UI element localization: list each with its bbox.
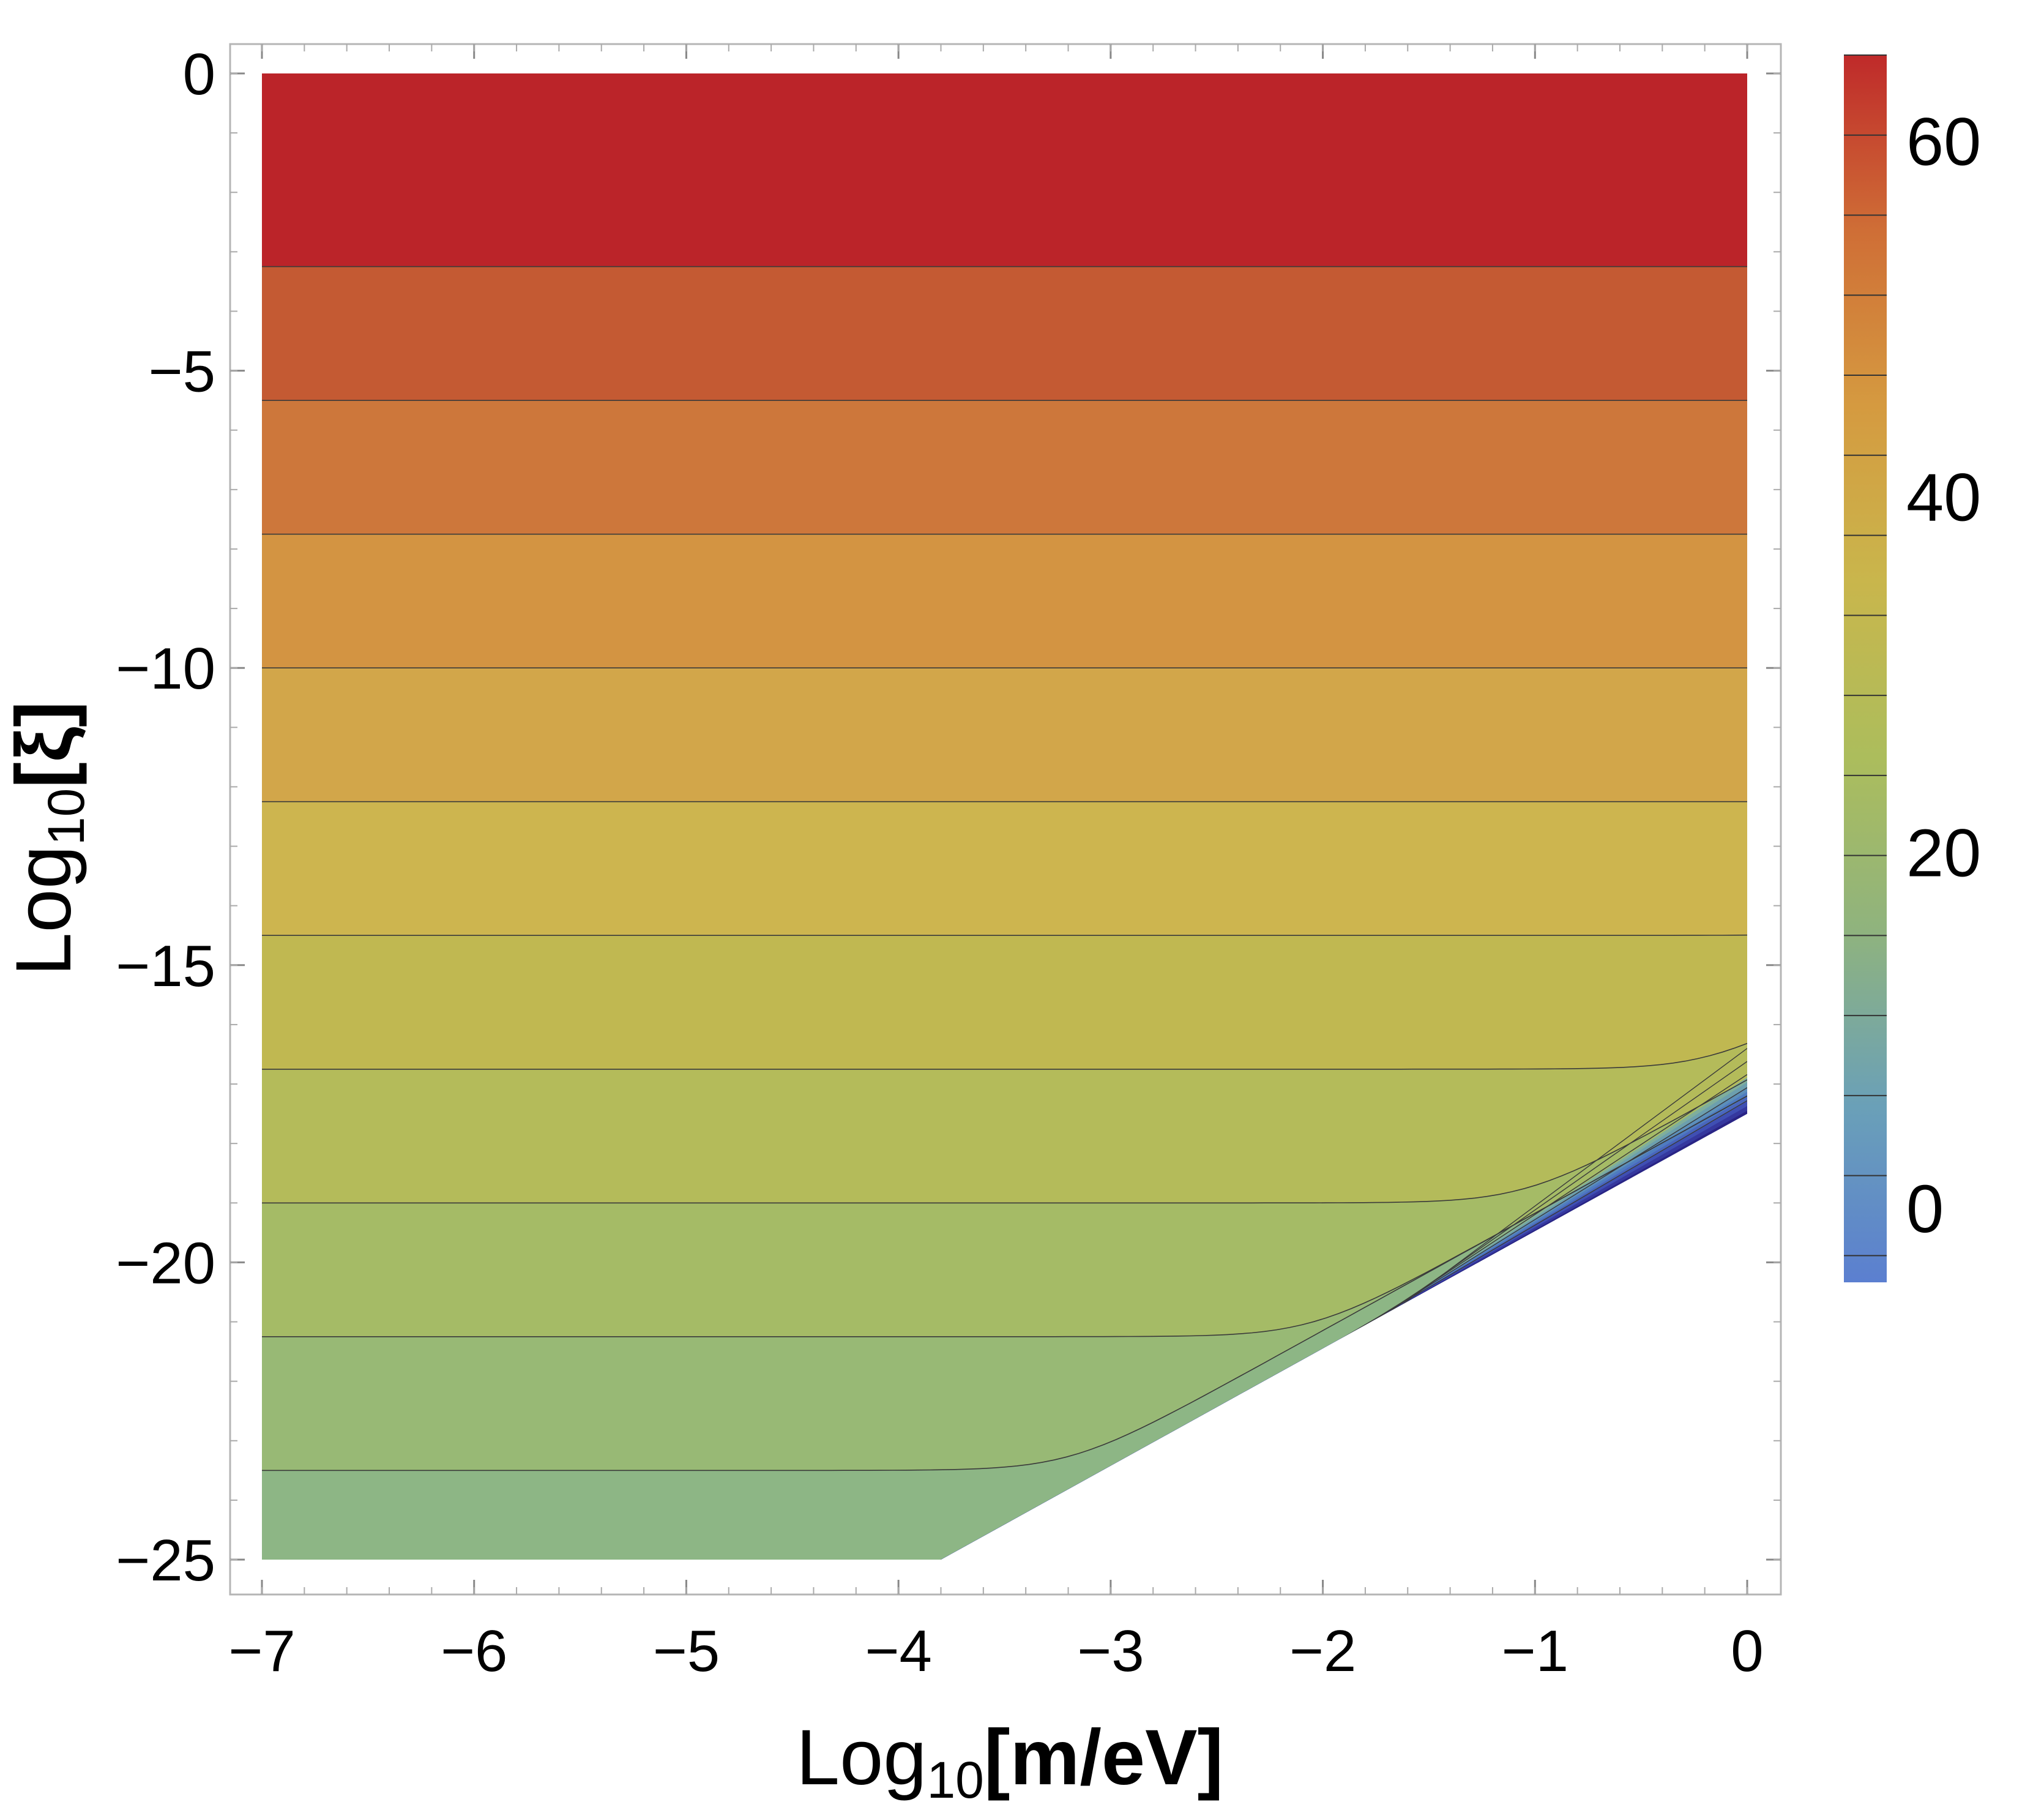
colorbar-tick-label: 0: [1906, 1172, 1944, 1247]
contour-band: [262, 534, 1747, 668]
y-axis-title-prefix: Log: [0, 845, 88, 976]
x-tick-label: −4: [865, 1618, 931, 1684]
colorbar-gradient: [1844, 55, 1887, 1282]
colorbar-tick-label: 20: [1906, 816, 1981, 891]
x-tick-label: −7: [228, 1618, 295, 1684]
contour-line: [262, 1042, 1747, 1070]
contour-band: [262, 668, 1747, 802]
x-tick-label: −6: [441, 1618, 507, 1684]
contour-band: [262, 801, 1747, 936]
x-tick-label: −2: [1289, 1618, 1356, 1684]
y-tick-label: −20: [116, 1230, 215, 1296]
y-tick-label: −5: [149, 339, 215, 405]
plot-frame: [229, 43, 1782, 1596]
plot-area: [262, 73, 1747, 1560]
x-tick-label: 0: [1731, 1618, 1763, 1684]
colorbar-tick-label: 60: [1906, 104, 1981, 179]
y-axis-title: Log10[ξ]: [0, 701, 95, 976]
y-tick-label: −15: [116, 933, 215, 999]
x-tick-label: −3: [1077, 1618, 1144, 1684]
y-tick-label: 0: [183, 42, 215, 107]
y-tick-label: −25: [116, 1528, 215, 1593]
contour-band: [262, 1043, 1747, 1203]
contour-bands: [262, 73, 1747, 1560]
x-axis-title: Log10[m/eV]: [796, 1714, 1223, 1802]
contour-line: [262, 1079, 1747, 1204]
x-axis-title-body: [m/eV]: [984, 1714, 1223, 1801]
y-axis-title-sub: 10: [37, 788, 95, 845]
colorbar: 0 20 40 60: [1844, 54, 1981, 1282]
contour-band: [262, 73, 1747, 267]
y-tick-label: −10: [116, 636, 215, 701]
colorbar-tick-label: 40: [1906, 460, 1981, 535]
y-axis-title-body: [ξ]: [0, 701, 88, 788]
x-tick-label: −1: [1502, 1618, 1568, 1684]
axes: −7 −6 −5 −4 −3 −2 −1 00−5−10−15−20−25: [116, 42, 1782, 1684]
contour-band: [262, 1080, 1747, 1337]
contour-band: [262, 1096, 1747, 1471]
contour-band: [262, 400, 1747, 534]
x-axis-title-prefix: Log: [796, 1714, 927, 1801]
contour-band: [262, 266, 1747, 401]
contour-band: [262, 935, 1747, 1069]
contour-line: [262, 934, 1747, 936]
x-tick-label: −5: [653, 1618, 720, 1684]
x-axis-title-sub: 10: [927, 1751, 983, 1802]
